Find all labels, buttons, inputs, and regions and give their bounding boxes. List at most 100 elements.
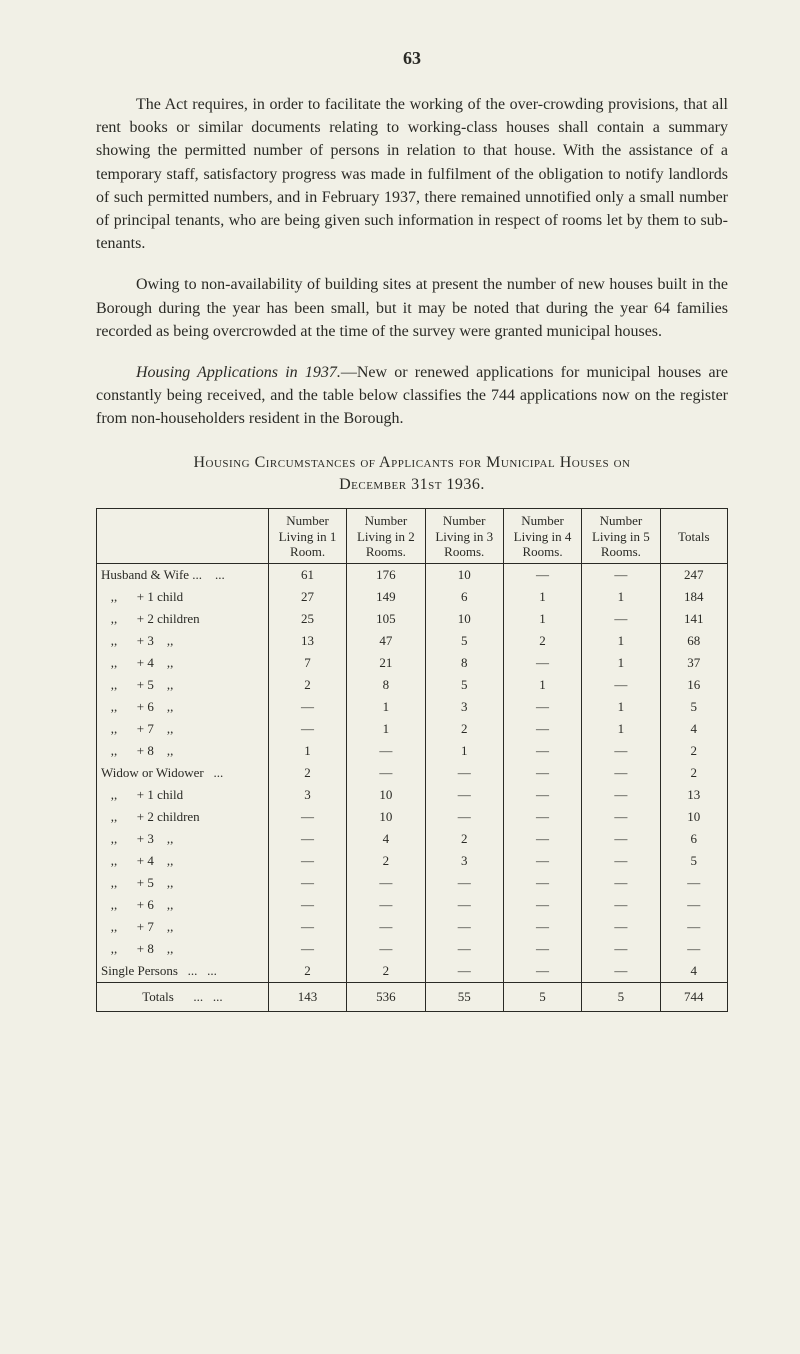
row-cell: — <box>347 762 425 784</box>
row-cell: 3 <box>268 784 346 806</box>
row-cell: — <box>503 652 581 674</box>
row-label: ,, + 7 ,, <box>97 718 269 740</box>
row-cell: 61 <box>268 564 346 587</box>
row-cell: 2 <box>268 762 346 784</box>
row-cell: 5 <box>660 696 727 718</box>
row-cell: — <box>582 872 660 894</box>
table-row: ,, + 1 child27149611184 <box>97 586 728 608</box>
row-cell: 47 <box>347 630 425 652</box>
row-label: ,, + 5 ,, <box>97 872 269 894</box>
row-cell: — <box>582 850 660 872</box>
row-cell: 2 <box>425 718 503 740</box>
row-label: Husband & Wife ... ... <box>97 564 269 587</box>
row-cell: 141 <box>660 608 727 630</box>
row-cell: 5 <box>425 630 503 652</box>
totals-cell: 536 <box>347 983 425 1012</box>
table-row: ,, + 2 children25105101—141 <box>97 608 728 630</box>
table-row: ,, + 5 ,,—————— <box>97 872 728 894</box>
col-header-totals: Totals <box>660 509 727 564</box>
row-cell: — <box>582 828 660 850</box>
totals-cell: 5 <box>503 983 581 1012</box>
row-cell: — <box>268 894 346 916</box>
row-cell: — <box>268 916 346 938</box>
row-cell: 2 <box>268 960 346 983</box>
row-cell: 2 <box>660 740 727 762</box>
row-cell: — <box>425 762 503 784</box>
row-cell: — <box>503 938 581 960</box>
row-cell: 2 <box>503 630 581 652</box>
row-cell: 10 <box>347 806 425 828</box>
row-label: ,, + 3 ,, <box>97 630 269 652</box>
table-row: ,, + 4 ,,7218—137 <box>97 652 728 674</box>
table-row: ,, + 1 child310———13 <box>97 784 728 806</box>
row-cell: — <box>660 916 727 938</box>
row-label: ,, + 4 ,, <box>97 850 269 872</box>
table-row: ,, + 2 children—10———10 <box>97 806 728 828</box>
row-cell: — <box>425 872 503 894</box>
row-cell: 149 <box>347 586 425 608</box>
totals-cell: 143 <box>268 983 346 1012</box>
row-cell: 6 <box>425 586 503 608</box>
row-cell: — <box>582 564 660 587</box>
row-cell: 16 <box>660 674 727 696</box>
col-header-1room: Number Living in 1 Room. <box>268 509 346 564</box>
row-cell: 1 <box>268 740 346 762</box>
row-cell: 68 <box>660 630 727 652</box>
table-row: ,, + 4 ,,—23——5 <box>97 850 728 872</box>
row-cell: — <box>425 894 503 916</box>
row-cell: 5 <box>425 674 503 696</box>
row-cell: 1 <box>503 674 581 696</box>
row-cell: 27 <box>268 586 346 608</box>
table-head: Number Living in 1 Room. Number Living i… <box>97 509 728 564</box>
paragraph-3-lead: Housing Applications in 1937. <box>136 364 341 381</box>
row-cell: — <box>582 608 660 630</box>
row-cell: 8 <box>425 652 503 674</box>
row-cell: 247 <box>660 564 727 587</box>
row-cell: — <box>660 872 727 894</box>
row-label: ,, + 4 ,, <box>97 652 269 674</box>
row-cell: — <box>268 828 346 850</box>
row-cell: 10 <box>425 608 503 630</box>
row-cell: — <box>503 850 581 872</box>
row-cell: — <box>268 696 346 718</box>
table-row: ,, + 8 ,,1—1——2 <box>97 740 728 762</box>
row-cell: 37 <box>660 652 727 674</box>
row-label: ,, + 7 ,, <box>97 916 269 938</box>
table-title: Housing Circumstances of Applicants for … <box>96 454 728 472</box>
row-cell: 1 <box>425 740 503 762</box>
row-cell: — <box>268 718 346 740</box>
row-cell: 3 <box>425 850 503 872</box>
col-header-4rooms: Number Living in 4 Rooms. <box>503 509 581 564</box>
page: 63 The Act requires, in order to facilit… <box>0 0 800 1354</box>
table-row: ,, + 3 ,,—42——6 <box>97 828 728 850</box>
row-label: ,, + 3 ,, <box>97 828 269 850</box>
table-row: ,, + 3 ,,134752168 <box>97 630 728 652</box>
row-label: Widow or Widower ... <box>97 762 269 784</box>
row-label: ,, + 6 ,, <box>97 894 269 916</box>
row-cell: 2 <box>425 828 503 850</box>
row-cell: 25 <box>268 608 346 630</box>
row-cell: 2 <box>660 762 727 784</box>
row-cell: 2 <box>347 850 425 872</box>
row-cell: — <box>582 806 660 828</box>
table-row: Single Persons ... ...22———4 <box>97 960 728 983</box>
row-cell: 8 <box>347 674 425 696</box>
row-cell: — <box>268 850 346 872</box>
row-cell: 2 <box>268 674 346 696</box>
row-cell: — <box>660 894 727 916</box>
row-cell: — <box>347 872 425 894</box>
row-label: ,, + 1 child <box>97 784 269 806</box>
row-cell: — <box>582 740 660 762</box>
row-cell: — <box>582 916 660 938</box>
row-cell: — <box>503 806 581 828</box>
table-body: Husband & Wife ... ...6117610——247 ,, + … <box>97 564 728 1012</box>
table-header-row: Number Living in 1 Room. Number Living i… <box>97 509 728 564</box>
row-cell: — <box>582 960 660 983</box>
row-cell: — <box>268 872 346 894</box>
row-cell: — <box>503 894 581 916</box>
row-label: ,, + 8 ,, <box>97 740 269 762</box>
table-row: Husband & Wife ... ...6117610——247 <box>97 564 728 587</box>
col-header-blank <box>97 509 269 564</box>
table-row: ,, + 6 ,,—13—15 <box>97 696 728 718</box>
row-cell: 6 <box>660 828 727 850</box>
